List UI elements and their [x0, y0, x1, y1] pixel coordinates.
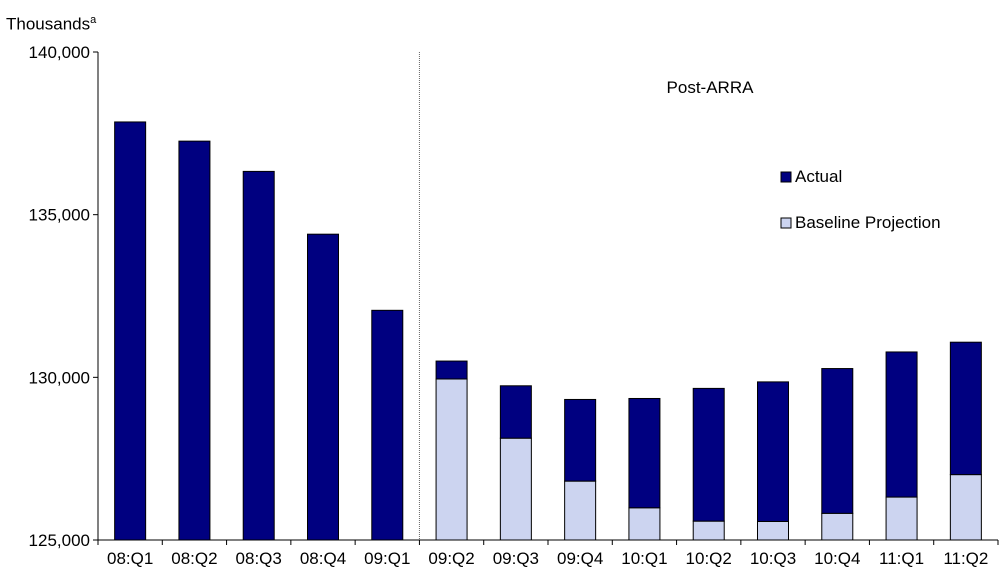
y-tick-label: 135,000 — [29, 206, 90, 225]
x-tick-label: 10:Q2 — [686, 549, 732, 568]
x-tick-label: 09:Q2 — [428, 549, 474, 568]
bar-baseline-projection — [435, 378, 468, 541]
bar-actual — [885, 351, 918, 498]
bar-baseline-projection — [692, 520, 725, 541]
axes — [93, 51, 999, 545]
legend: Actual Baseline Projection — [780, 167, 941, 232]
x-tick-label: 08:Q1 — [107, 549, 153, 568]
x-tick-label: 10:Q1 — [621, 549, 667, 568]
y-tick-label: 140,000 — [29, 43, 90, 62]
legend-swatch-actual — [780, 171, 792, 183]
bar-actual — [242, 170, 275, 541]
x-tick-label: 08:Q3 — [236, 549, 282, 568]
bar-baseline-projection — [821, 512, 854, 541]
bar-actual — [114, 121, 147, 541]
unit-label-text: Thousands — [6, 14, 91, 34]
post-arra-annotation: Post-ARRA — [667, 78, 755, 97]
x-tick-label: 10:Q4 — [814, 549, 860, 568]
bar-baseline-projection — [949, 474, 982, 541]
x-tick-label: 08:Q2 — [171, 549, 217, 568]
bar-baseline-projection — [564, 480, 597, 541]
legend-label-baseline-projection: Baseline Projection — [795, 213, 941, 232]
bar-actual — [949, 341, 982, 476]
x-tick-label: 10:Q3 — [750, 549, 796, 568]
bar-actual — [499, 385, 532, 439]
unit-footnote-marker: a — [90, 14, 97, 26]
bars — [114, 121, 982, 541]
bar-actual — [821, 368, 854, 514]
bar-actual — [178, 140, 211, 541]
x-tick-label: 11:Q2 — [943, 549, 988, 568]
legend-label-actual: Actual — [795, 167, 842, 186]
x-tick-label: 11:Q1 — [879, 549, 924, 568]
bar-actual — [692, 387, 725, 522]
bar-actual — [628, 397, 661, 509]
x-tick-label: 08:Q4 — [300, 549, 346, 568]
x-tick-label: 09:Q1 — [364, 549, 410, 568]
bar-actual — [307, 233, 339, 541]
y-tick-label: 125,000 — [29, 531, 90, 550]
x-tick-label: 09:Q4 — [557, 549, 603, 568]
bar-actual — [564, 398, 597, 482]
x-tick-label: 09:Q3 — [493, 549, 539, 568]
legend-swatch-baseline-projection — [780, 217, 792, 229]
y-axis-unit-label: Thousandsa — [6, 14, 96, 35]
bar-baseline-projection — [757, 520, 789, 541]
bar-baseline-projection — [885, 496, 918, 541]
y-tick-label: 130,000 — [29, 368, 90, 387]
bar-actual — [757, 381, 789, 522]
bar-baseline-projection — [499, 437, 532, 541]
labels: 125,000 130,000 135,000 140,000 08:Q1 08:Q2 08… — [29, 43, 989, 568]
bar-actual — [435, 360, 468, 380]
bar-actual — [371, 309, 404, 541]
bar-baseline-projection — [628, 507, 661, 541]
